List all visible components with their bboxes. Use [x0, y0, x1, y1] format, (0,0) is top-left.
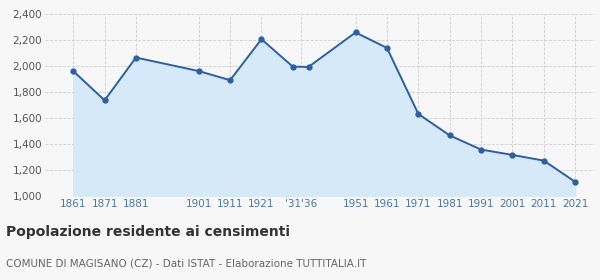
Text: Popolazione residente ai censimenti: Popolazione residente ai censimenti	[6, 225, 290, 239]
Text: COMUNE DI MAGISANO (CZ) - Dati ISTAT - Elaborazione TUTTITALIA.IT: COMUNE DI MAGISANO (CZ) - Dati ISTAT - E…	[6, 259, 367, 269]
